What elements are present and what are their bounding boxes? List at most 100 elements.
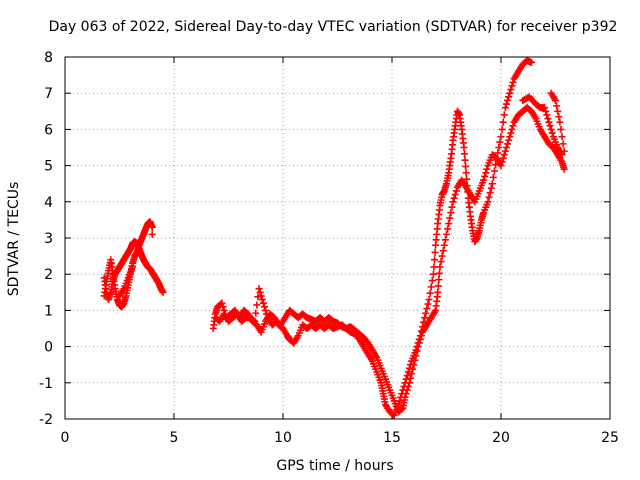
data-point xyxy=(553,102,561,110)
chart-title: Day 063 of 2022, Sidereal Day-to-day VTE… xyxy=(49,19,618,35)
x-tick-label: 10 xyxy=(274,430,292,446)
data-point xyxy=(403,386,411,394)
plot-frame xyxy=(64,56,611,420)
data-point xyxy=(552,96,559,104)
data-point xyxy=(500,151,508,159)
data-point xyxy=(444,225,452,233)
data-point xyxy=(505,93,513,101)
data-point xyxy=(218,299,226,307)
data-point xyxy=(129,263,137,271)
x-tick-label: 25 xyxy=(601,430,619,446)
data-point xyxy=(417,332,425,340)
data-point xyxy=(410,361,418,369)
data-point xyxy=(407,374,415,382)
data-point xyxy=(547,125,555,133)
data-point xyxy=(450,194,458,202)
data-point xyxy=(507,86,515,94)
data-point xyxy=(496,138,504,146)
data-point xyxy=(256,288,264,296)
data-point xyxy=(490,167,498,175)
data-point xyxy=(461,156,469,164)
data-point xyxy=(424,300,432,308)
data-point xyxy=(434,288,442,296)
data-point xyxy=(408,370,416,378)
y-tick-label: -1 xyxy=(39,376,53,392)
data-point xyxy=(421,314,429,322)
data-point xyxy=(463,175,471,183)
data-point xyxy=(451,191,459,199)
data-point xyxy=(435,276,443,284)
data-point xyxy=(560,165,568,173)
data-point xyxy=(559,140,567,148)
data-point xyxy=(441,236,449,244)
data-point xyxy=(401,393,409,401)
data-point xyxy=(255,285,263,293)
grid-lines xyxy=(65,57,610,419)
x-tick-label: 20 xyxy=(492,430,510,446)
data-point xyxy=(462,169,470,177)
data-point xyxy=(440,241,448,249)
y-tick-label: 5 xyxy=(44,159,53,175)
data-point xyxy=(556,118,564,126)
data-point xyxy=(427,283,435,291)
data-point xyxy=(429,270,437,278)
y-tick-label: 7 xyxy=(44,86,53,102)
data-point xyxy=(560,147,568,155)
data-point xyxy=(558,151,566,159)
data-point xyxy=(460,150,468,158)
data-point xyxy=(557,125,565,133)
data-point xyxy=(412,352,420,360)
data-point xyxy=(253,301,261,309)
data-point xyxy=(504,96,512,104)
data-point xyxy=(543,111,551,119)
data-point xyxy=(409,365,417,373)
data-point xyxy=(252,309,260,317)
data-point xyxy=(446,214,454,222)
data-point xyxy=(508,82,516,90)
data-point xyxy=(462,163,470,171)
data-point xyxy=(148,223,156,231)
data-point xyxy=(480,176,488,184)
data-point xyxy=(495,144,503,151)
x-tick-label: 15 xyxy=(383,430,401,446)
data-point xyxy=(487,184,495,192)
data-point xyxy=(250,316,258,324)
data-point xyxy=(251,317,259,325)
data-point xyxy=(485,193,493,201)
data-point xyxy=(558,133,566,141)
y-tick-label: 4 xyxy=(44,195,53,211)
data-point xyxy=(541,104,549,112)
data-point xyxy=(528,58,536,66)
data-point xyxy=(506,133,514,141)
data-point xyxy=(435,269,443,277)
data-point xyxy=(497,162,505,170)
data-point xyxy=(413,347,421,355)
data-point xyxy=(488,180,496,188)
data-point xyxy=(452,187,460,195)
data-point xyxy=(219,303,227,311)
data-point xyxy=(402,375,410,383)
data-point xyxy=(404,382,412,390)
x-tick-label: 0 xyxy=(61,430,70,446)
data-point xyxy=(545,118,553,126)
data-point xyxy=(438,252,446,260)
data-point xyxy=(504,140,512,148)
data-point xyxy=(546,122,554,130)
data-point xyxy=(494,149,502,157)
data-point xyxy=(437,258,445,266)
x-tick-label: 5 xyxy=(170,430,179,446)
y-tick-label: 8 xyxy=(44,50,53,66)
data-point xyxy=(502,144,510,151)
data-point xyxy=(507,129,515,137)
data-point xyxy=(148,230,156,238)
data-point xyxy=(431,256,439,264)
data-point xyxy=(498,158,506,166)
data-point xyxy=(542,107,550,115)
data-point xyxy=(481,172,489,180)
data-point xyxy=(416,335,424,343)
data-point xyxy=(254,293,262,301)
data-point xyxy=(483,165,491,173)
data-point xyxy=(486,189,494,197)
data-point xyxy=(422,309,430,317)
